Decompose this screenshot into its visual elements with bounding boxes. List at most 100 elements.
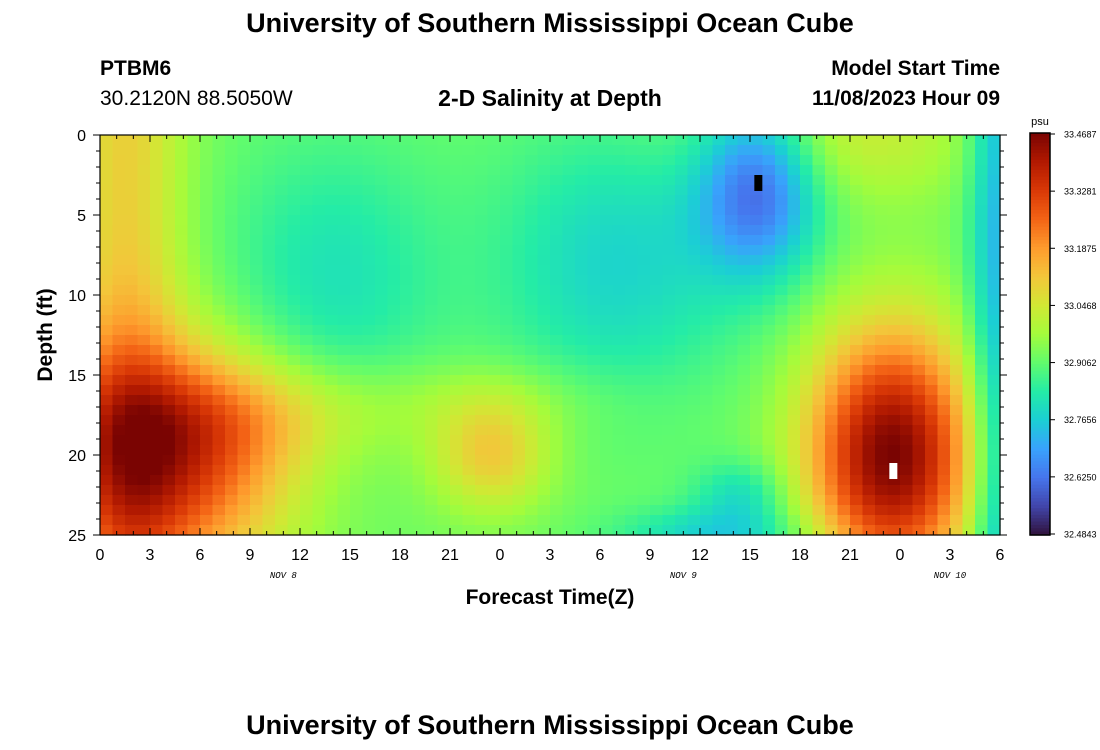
heatmap-cell (700, 285, 714, 296)
heatmap-cell (937, 495, 951, 506)
heatmap-cell (787, 265, 801, 276)
heatmap-cell (150, 295, 164, 306)
heatmap-cell (975, 445, 989, 456)
heatmap-cell (725, 245, 739, 256)
heatmap-cell (812, 445, 826, 456)
heatmap-cell (137, 295, 151, 306)
colorbar-segment (1030, 213, 1050, 218)
heatmap-cell (575, 235, 589, 246)
heatmap-cell (712, 185, 726, 196)
heatmap-cell (912, 515, 926, 526)
heatmap-cell (862, 165, 876, 176)
heatmap-cell (675, 525, 689, 536)
heatmap-cell (925, 155, 939, 166)
heatmap-cell (987, 185, 1001, 196)
heatmap-cell (337, 205, 351, 216)
heatmap-cell (662, 395, 676, 406)
heatmap-cell (425, 145, 439, 156)
heatmap-cell (237, 215, 251, 226)
colorbar-segment (1030, 260, 1050, 265)
heatmap-cell (737, 415, 751, 426)
heatmap-cell (512, 335, 526, 346)
heatmap-cell (700, 245, 714, 256)
heatmap-cell (650, 295, 664, 306)
heatmap-cell (487, 425, 501, 436)
heatmap-cell (737, 425, 751, 436)
heatmap-cell (900, 145, 914, 156)
heatmap-cell (725, 415, 739, 426)
heatmap-cell (475, 215, 489, 226)
heatmap-cell (575, 265, 589, 276)
heatmap-cell (725, 365, 739, 376)
heatmap-cell (687, 245, 701, 256)
heatmap-cell (600, 295, 614, 306)
heatmap-cell (837, 325, 851, 336)
heatmap-cell (337, 295, 351, 306)
heatmap-cell (525, 465, 539, 476)
heatmap-cell (875, 435, 889, 446)
heatmap-cell (162, 475, 176, 486)
heatmap-cell (300, 435, 314, 446)
heatmap-cell (187, 335, 201, 346)
heatmap-cell (962, 515, 976, 526)
heatmap-cell (112, 305, 126, 316)
heatmap-cell (375, 515, 389, 526)
heatmap-cell (237, 365, 251, 376)
heatmap-cell (375, 135, 389, 146)
heatmap-cell (550, 365, 564, 376)
heatmap-cell (350, 515, 364, 526)
heatmap-cell (387, 275, 401, 286)
heatmap-cell (675, 505, 689, 516)
heatmap-cell (137, 435, 151, 446)
heatmap-cell (612, 305, 626, 316)
heatmap-cell (987, 305, 1001, 316)
heatmap-cell (262, 425, 276, 436)
heatmap-cell (800, 295, 814, 306)
colorbar-frame (1029, 132, 1051, 536)
heatmap-cell (862, 195, 876, 206)
heatmap-cell (937, 185, 951, 196)
heatmap-cell (212, 195, 226, 206)
heatmap-cell (325, 275, 339, 286)
heatmap-cell (650, 345, 664, 356)
heatmap-cell (937, 175, 951, 186)
heatmap-cell (112, 295, 126, 306)
colorbar-segment (1030, 250, 1050, 255)
heatmap-cell (562, 315, 576, 326)
heatmap-cell (400, 155, 414, 166)
heatmap-cell (950, 475, 964, 486)
colorbar-segment (1030, 216, 1050, 221)
colorbar-segment (1030, 484, 1050, 489)
heatmap-cell (137, 385, 151, 396)
heatmap-cell (500, 265, 514, 276)
heatmap-cell (825, 275, 839, 286)
heatmap-cell (925, 165, 939, 176)
heatmap-cell (537, 305, 551, 316)
heatmap-cell (425, 135, 439, 146)
heatmap-cell (775, 315, 789, 326)
heatmap-cell (575, 215, 589, 226)
heatmap-cell (300, 415, 314, 426)
heatmap-cell (725, 485, 739, 496)
colorbar-segment (1030, 441, 1050, 446)
heatmap-cell (187, 445, 201, 456)
heatmap-cell (550, 225, 564, 236)
heatmap-cell (600, 415, 614, 426)
heatmap-cell (237, 145, 251, 156)
heatmap-cell (700, 215, 714, 226)
heatmap-cell (975, 465, 989, 476)
heatmap-cell (237, 165, 251, 176)
heatmap-cell (850, 295, 864, 306)
colorbar-segment (1030, 531, 1050, 536)
heatmap-cell (175, 445, 189, 456)
heatmap-cell (275, 395, 289, 406)
heatmap-cell (550, 335, 564, 346)
heatmap-cell (150, 335, 164, 346)
heatmap-cell (425, 375, 439, 386)
heatmap-cell (787, 405, 801, 416)
heatmap-cell (487, 385, 501, 396)
heatmap-cell (575, 275, 589, 286)
heatmap-cell (800, 375, 814, 386)
heatmap-cell (337, 415, 351, 426)
heatmap-cell (562, 135, 576, 146)
